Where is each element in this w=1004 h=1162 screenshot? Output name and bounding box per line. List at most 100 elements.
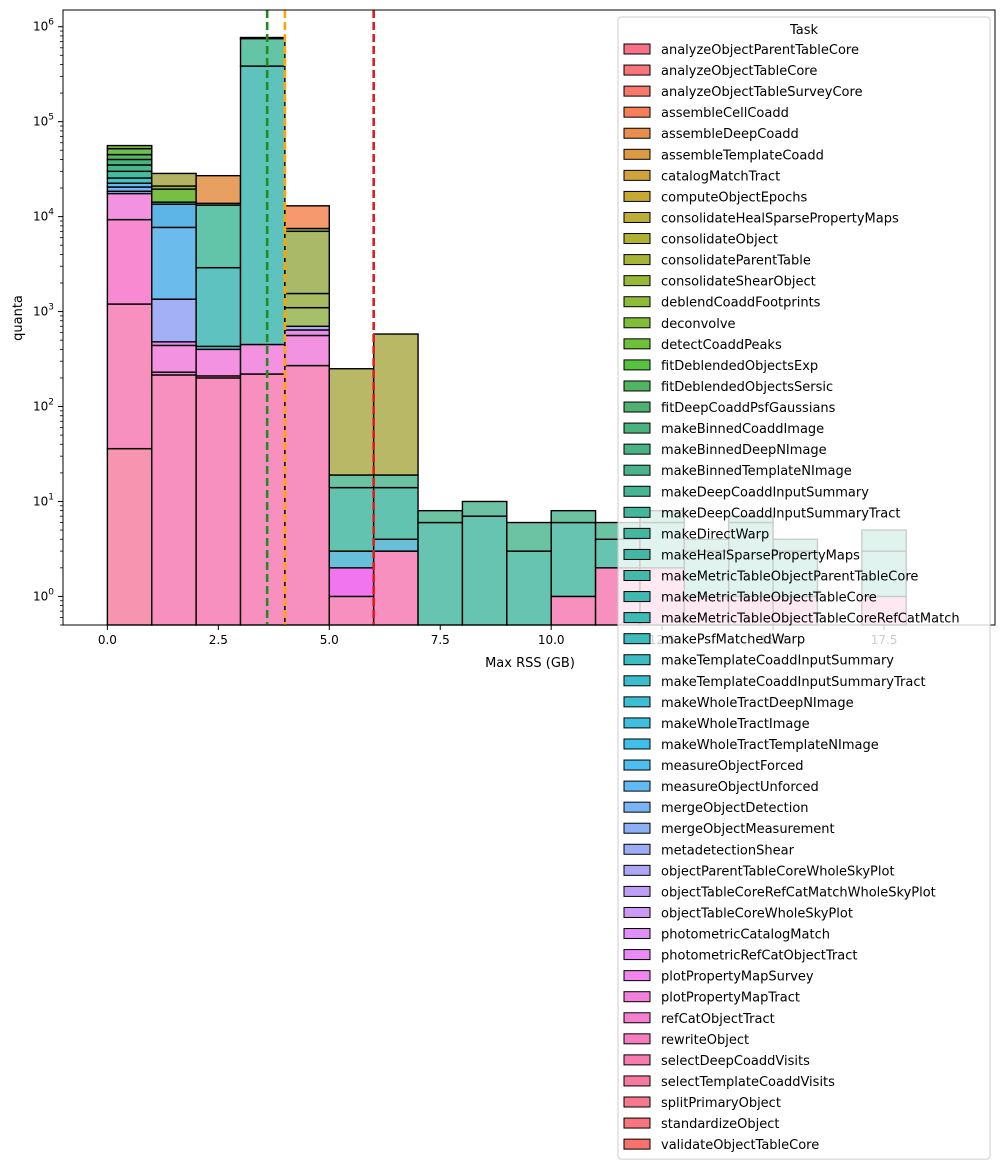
legend-label-43: photometricRefCatObjectTract xyxy=(661,949,857,964)
legend-swatch-28 xyxy=(623,633,651,645)
legend-swatch-15 xyxy=(623,359,651,371)
bar-segment-bin0-9 xyxy=(106,164,153,173)
bar-segment-bin0-11 xyxy=(106,153,153,161)
legend-label-29: makeTemplateCoaddInputSummary xyxy=(661,654,894,669)
legend-label-25: makeMetricTableObjectParentTableCore xyxy=(661,570,918,585)
legend-swatch-48 xyxy=(623,1054,651,1066)
legend-label-6: catalogMatchTract xyxy=(661,169,780,184)
legend-swatch-11 xyxy=(623,275,651,287)
legend-label-40: objectTableCoreRefCatMatchWholeSkyPlot xyxy=(661,885,936,900)
legend-swatch-25 xyxy=(623,570,651,581)
legend-label-42: photometricCatalogMatch xyxy=(661,928,830,943)
legend-label-11: consolidateShearObject xyxy=(661,275,816,290)
legend-swatch-8 xyxy=(623,211,651,223)
legend-swatch-20 xyxy=(623,464,651,476)
x-tick-label-1: 2.5 xyxy=(209,633,228,647)
legend-label-50: splitPrimaryObject xyxy=(661,1096,781,1111)
bar-segment-bin3-1 xyxy=(239,343,286,375)
legend-swatch-46 xyxy=(623,1012,651,1024)
legend-label-32: makeWholeTractImage xyxy=(661,717,810,732)
legend-label-20: makeBinnedTemplateNImage xyxy=(661,464,852,479)
legend-label-18: makeBinnedCoaddImage xyxy=(661,422,824,437)
legend-swatch-42 xyxy=(623,928,651,940)
legend-swatch-10 xyxy=(623,254,651,266)
x-tick-label-3: 7.5 xyxy=(431,633,450,647)
legend-label-46: refCatObjectTract xyxy=(661,1012,775,1027)
legend-label-51: standardizeObject xyxy=(661,1117,779,1132)
legend-swatch-45 xyxy=(623,991,651,1003)
y-tick-label-5: 105 xyxy=(33,113,54,129)
legend-label-1: analyzeObjectTableCore xyxy=(661,64,817,79)
bar-segment-bin0-13 xyxy=(106,144,153,150)
legend-swatch-44 xyxy=(623,970,651,982)
legend-swatch-33 xyxy=(623,738,651,750)
bar-segment-bin10-0 xyxy=(550,595,597,626)
legend-label-9: consolidateObject xyxy=(661,233,778,248)
legend-label-3: assembleCellCoadd xyxy=(661,106,789,121)
legend-swatch-34 xyxy=(623,759,651,771)
legend-swatch-26 xyxy=(623,591,651,603)
legend-label-14: detectCoaddPeaks xyxy=(661,338,782,353)
legend-label-2: analyzeObjectTableSurveyCore xyxy=(661,85,863,100)
x-tick-label-0: 0.0 xyxy=(98,633,117,647)
legend-swatch-32 xyxy=(623,717,651,729)
bar-segment-bin5-4 xyxy=(328,474,375,489)
legend-swatch-5 xyxy=(623,148,651,160)
x-axis-label: Max RSS (GB) xyxy=(485,656,575,671)
bar-segment-bin1-5 xyxy=(151,226,197,300)
threshold-lines xyxy=(265,10,375,625)
legend-label-44: plotPropertyMapSurvey xyxy=(661,970,814,985)
legend-swatch-27 xyxy=(623,612,651,624)
bar-segment-bin7-1 xyxy=(417,509,464,524)
bar-segment-bin4-2 xyxy=(284,329,330,337)
legend-swatch-16 xyxy=(623,380,651,392)
legend-swatch-52 xyxy=(623,1138,651,1150)
legend-label-34: measureObjectForced xyxy=(661,759,803,774)
bar-segment-bin3-4 xyxy=(239,36,286,40)
legend-swatch-35 xyxy=(623,780,651,792)
legend-label-26: makeMetricTableObjectTableCore xyxy=(661,591,877,606)
y-axis-label: quanta xyxy=(11,295,26,341)
legend-label-8: consolidateHealSparsePropertyMaps xyxy=(661,211,899,226)
y-tick-label-2: 102 xyxy=(33,398,54,414)
bar-segment-bin0-10 xyxy=(106,158,153,166)
legend-swatch-3 xyxy=(623,106,651,118)
bar-segment-bin2-4 xyxy=(195,266,242,348)
legend-label-39: objectParentTableCoreWholeSkyPlot xyxy=(661,864,895,879)
legend-swatch-39 xyxy=(623,864,651,876)
bar-segment-bin2-0 xyxy=(195,377,242,626)
legend-label-7: computeObjectEpochs xyxy=(661,190,807,205)
y-axis-ticks: 100 101 102 103 104 105 106 xyxy=(33,18,63,626)
legend-label-0: analyzeObjectParentTableCore xyxy=(661,43,859,58)
bar-segment-bin0-1 xyxy=(106,303,153,450)
bar-segment-bin5-1 xyxy=(328,567,375,598)
legend-label-36: mergeObjectDetection xyxy=(661,801,809,816)
legend-label-22: makeDeepCoaddInputSummaryTract xyxy=(661,506,901,521)
bar-segment-bin8-1 xyxy=(461,500,508,517)
bar-segment-bin6-2 xyxy=(372,486,419,540)
y-tick-label-3: 103 xyxy=(33,303,54,319)
legend-swatch-29 xyxy=(623,654,651,666)
legend-label-28: makePsfMatchedWarp xyxy=(661,633,805,648)
legend-items: analyzeObjectParentTableCore analyzeObjec… xyxy=(623,43,960,1153)
legend-swatch-17 xyxy=(623,401,651,413)
bar-segment-bin7-0 xyxy=(417,521,464,626)
legend-swatch-41 xyxy=(623,906,651,918)
legend-label-21: makeDeepCoaddInputSummary xyxy=(661,485,869,500)
legend-label-41: objectTableCoreWholeSkyPlot xyxy=(661,906,853,921)
legend-swatch-21 xyxy=(623,485,651,497)
legend-label-47: rewriteObject xyxy=(661,1033,749,1048)
legend-label-15: fitDeblendedObjectsExp xyxy=(661,359,818,374)
legend-label-13: deconvolve xyxy=(661,317,736,332)
legend-swatch-31 xyxy=(623,696,651,708)
y-tick-label-1: 101 xyxy=(33,492,54,508)
bar-segment-bin6-3 xyxy=(372,474,419,489)
legend-label-33: makeWholeTractTemplateNImage xyxy=(661,738,879,753)
bar-segment-bin10-2 xyxy=(550,509,597,524)
legend-label-31: makeWholeTractDeepNImage xyxy=(661,696,854,711)
bar-segment-bin0-8 xyxy=(106,170,153,179)
legend-swatch-43 xyxy=(623,949,651,961)
bar-segment-bin3-0 xyxy=(239,373,286,626)
bar-segment-bin10-1 xyxy=(550,521,597,598)
